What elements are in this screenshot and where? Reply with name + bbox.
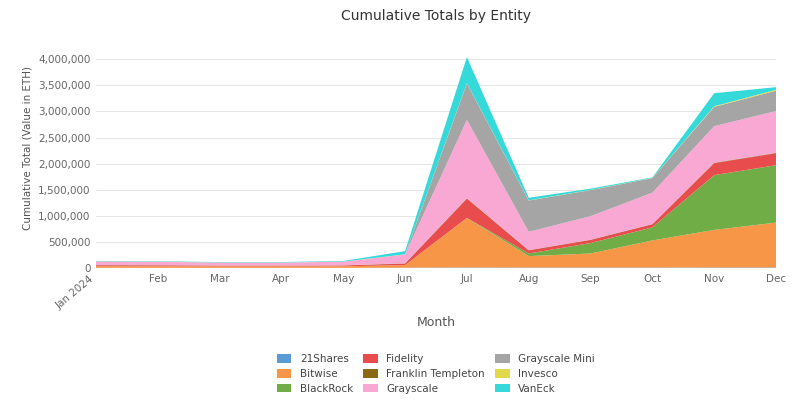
Y-axis label: Cumulative Total (Value in ETH): Cumulative Total (Value in ETH)	[22, 66, 32, 230]
Title: Cumulative Totals by Entity: Cumulative Totals by Entity	[341, 9, 531, 23]
Legend: 21Shares, Bitwise, BlackRock, Fidelity, Franklin Templeton, Grayscale, Grayscale: 21Shares, Bitwise, BlackRock, Fidelity, …	[273, 350, 599, 398]
X-axis label: Month: Month	[417, 316, 455, 329]
